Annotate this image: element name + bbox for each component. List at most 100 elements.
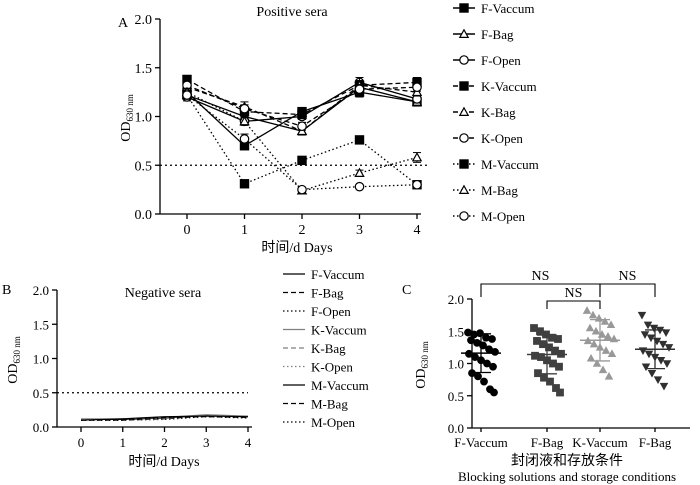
data-point-k-vaccum: [601, 346, 611, 354]
panel-letter-a: A: [118, 16, 129, 31]
data-point-f-bag: [643, 321, 653, 330]
significance-label: NS: [532, 269, 550, 284]
y-tick-label: 1.5: [135, 62, 153, 77]
y-tick-label: 1.0: [135, 111, 153, 126]
legend-marker-f-open: [459, 55, 469, 65]
significance-label: NS: [619, 269, 637, 284]
x-tick-label: 3: [203, 435, 210, 450]
x-tick-label: 1: [120, 435, 127, 450]
x-tick-label: 2: [161, 435, 168, 450]
data-point-f-bag: [552, 384, 560, 392]
panel-a-legend: F-Vaccum F-Bag F-Open K-Vaccum K-Bag K-Open M-…: [453, 1, 539, 224]
y-tick-label: 0.5: [448, 389, 464, 404]
data-point-f-bag: [555, 362, 563, 371]
data-point-f-bag: [659, 382, 669, 391]
data-point-k-vaccum: [588, 310, 598, 319]
legend-marker-f-vaccum: [459, 3, 469, 13]
legend-label-m-open: M-Open: [481, 209, 526, 224]
category-label: F-Vaccum: [454, 435, 507, 450]
x-tick-label: 0: [184, 223, 191, 238]
data-point-k-vaccum: [589, 339, 599, 348]
panel-b-title: Negative sera: [125, 286, 202, 301]
data-point-k-vaccum: [586, 353, 596, 362]
y-tick-label: 2.0: [135, 13, 153, 28]
data-point-f-vaccum: [480, 377, 488, 386]
data-point-f-bag: [644, 350, 654, 359]
data-point-k-vaccum: [598, 365, 608, 374]
panel-c-y-label: OD630 nm: [414, 341, 430, 389]
data-point-k-vaccum: [585, 323, 595, 332]
y-tick-label: 2.0: [33, 283, 49, 298]
data-point-m-open: [297, 184, 307, 195]
panel-c-x-label-cn: 封闭液和存放条件: [511, 452, 623, 469]
significance-label: NS: [565, 286, 583, 301]
y-tick-label: 0.0: [135, 208, 153, 223]
data-point-m-open: [239, 134, 250, 144]
data-point-k-open: [239, 103, 250, 114]
legend-marker-m-bag: [458, 184, 470, 194]
panel-letter-c: C: [402, 283, 411, 298]
series-line-m-bag: [186, 91, 418, 192]
legend-label-m-bag: M-Bag: [311, 397, 348, 412]
panel-a-y-axis: 0.0 0.5 1.0 1.5 2.0: [135, 13, 161, 223]
data-point-f-bag: [646, 334, 656, 343]
data-point-f-bag: [656, 357, 666, 365]
data-point-f-bag: [661, 329, 671, 337]
panel-a-y-label: OD630 nm: [119, 94, 135, 142]
panel-c-significance: NS NS NS: [480, 269, 656, 309]
legend-label-m-open: M-Open: [311, 415, 356, 430]
category-label: F-Bag: [639, 435, 672, 450]
y-tick-label: 1.0: [448, 357, 464, 372]
legend-label-f-open: F-Open: [311, 304, 351, 319]
x-tick-label: 0: [78, 435, 85, 450]
panel-c: C 0.00.51.01.52.0 F-Vaccum F-Bag K-Vaccum F…: [402, 269, 690, 484]
legend-marker-k-vaccum: [459, 81, 469, 91]
panel-letter-b: B: [2, 283, 11, 298]
panel-c-x-label-en: Blocking solutions and storage condition…: [458, 469, 676, 484]
data-point-k-vaccum: [606, 320, 616, 329]
panel-b-x-label: 时间/d Days: [128, 454, 199, 470]
panel-a: A Positive sera 0.0 0.5 1.0 1.5 2.0 0 1 2 3 4 时间…: [118, 1, 539, 256]
legend-label-k-bag: K-Bag: [481, 105, 516, 120]
panel-a-series: [181, 74, 423, 195]
y-tick-label: 0.5: [33, 386, 49, 401]
data-point-f-bag: [640, 331, 650, 339]
data-point-k-vaccum: [607, 349, 617, 358]
data-point-m-open: [412, 179, 422, 190]
data-point-k-vaccum: [582, 306, 592, 314]
data-point-m-vaccum: [354, 135, 365, 145]
y-tick-label: 0.0: [33, 420, 49, 435]
data-point-k-vaccum: [604, 371, 614, 380]
legend-label-k-open: K-Open: [481, 131, 523, 146]
data-point-f-bag: [637, 311, 647, 320]
data-point-k-open: [297, 121, 307, 132]
data-point-f-vaccum: [489, 362, 497, 371]
panel-a-x-label: 时间/d Days: [261, 240, 332, 256]
x-tick-label: 2: [299, 223, 306, 238]
panel-a-x-axis: 0 1 2 3 4: [160, 213, 421, 238]
y-tick-label: 0.0: [448, 421, 464, 436]
series-line-m-vaccum: [186, 94, 418, 186]
y-tick-label: 1.0: [33, 352, 49, 367]
data-point-k-vaccum: [603, 331, 613, 340]
panel-b: B Negative sera 0.0 0.5 1.0 1.5 2.0 0 1 2 3 4 时间…: [2, 267, 369, 470]
data-point-f-vaccum: [488, 335, 496, 343]
legend-label-k-vaccum: K-Vaccum: [311, 323, 367, 338]
legend-marker-m-vaccum: [459, 159, 469, 169]
panel-c-y-axis: 0.0 0.5 1.0 1.5 2.0: [448, 292, 473, 436]
legend-label-f-bag: F-Bag: [481, 27, 514, 42]
y-tick-label: 0.5: [135, 159, 153, 174]
panel-b-x-axis: 0 1 2 3 4: [57, 426, 252, 450]
data-point-k-vaccum: [592, 359, 602, 367]
data-point-f-bag: [641, 363, 651, 372]
data-point-m-bag: [239, 115, 250, 126]
legend-label-f-vaccum: F-Vaccum: [311, 267, 364, 282]
panel-c-points: [461, 306, 675, 397]
legend-marker-k-bag: [458, 106, 470, 116]
legend-label-f-bag: F-Bag: [311, 286, 344, 301]
data-point-f-vaccum: [491, 347, 499, 356]
data-point-f-bag: [554, 335, 562, 343]
data-point-f-vaccum: [490, 388, 498, 397]
significance-bracket: [599, 283, 656, 297]
